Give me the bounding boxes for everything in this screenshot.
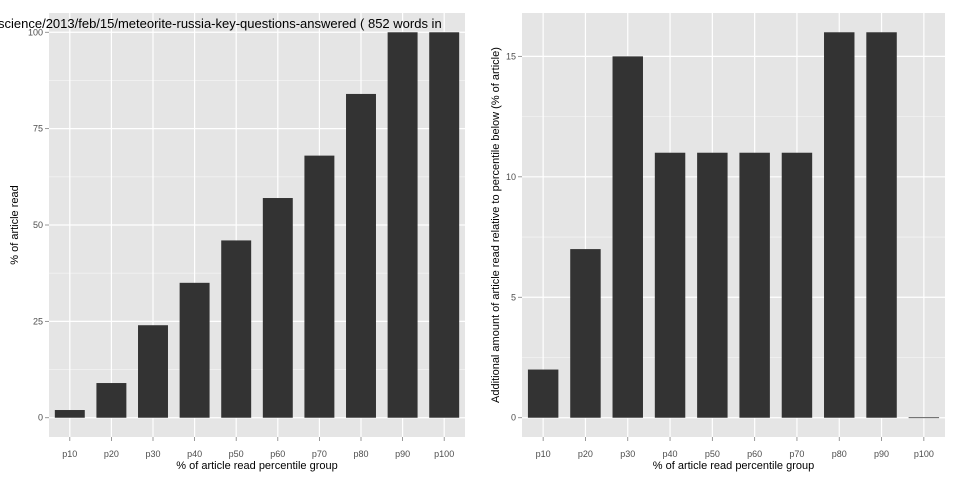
x-tick-labels: p10 p20 p30 p40 p50 p60 p70 p80 p90 p100 <box>62 437 454 459</box>
y-tick-labels: 0 5 10 15 <box>506 51 522 423</box>
bar-p60 <box>739 152 770 418</box>
x-tick-label: p10 <box>536 449 551 459</box>
bar-p70 <box>781 152 813 418</box>
x-tick-label: p80 <box>353 449 368 459</box>
y-tick-label: 10 <box>506 172 516 182</box>
x-tick-label: p100 <box>434 449 454 459</box>
x-tick-label: p30 <box>620 449 635 459</box>
x-tick-label: p90 <box>874 449 889 459</box>
bar-p30 <box>138 325 168 418</box>
bar-p20 <box>570 249 601 418</box>
bar-p30 <box>612 56 643 418</box>
bar-p50 <box>221 240 252 418</box>
y-tick-labels: 0 25 50 75 100 <box>28 27 49 423</box>
x-tick-label: p10 <box>62 449 77 459</box>
bar-p100 <box>908 417 940 419</box>
bar-p10 <box>527 369 559 418</box>
x-tick-label: p30 <box>145 449 160 459</box>
y-axis-title: Additional amount of article read relati… <box>490 47 502 403</box>
y-tick-label: 0 <box>38 413 43 423</box>
bar-p70 <box>304 155 335 418</box>
x-tick-label: p40 <box>187 449 202 459</box>
x-tick-label: p60 <box>747 449 762 459</box>
chart-title: science/2013/feb/15/meteorite-russia-key… <box>0 16 442 31</box>
bar-p80 <box>346 93 376 418</box>
additional-read-chart: 0 5 10 15 p10 p20 p30 p40 p50 p60 p70 p80 p90 p100 %… <box>490 13 945 472</box>
y-tick-label: 100 <box>28 27 43 37</box>
bar-p60 <box>262 198 293 418</box>
y-tick-label: 75 <box>33 124 43 134</box>
bar-p50 <box>697 152 728 418</box>
x-tick-label: p60 <box>270 449 285 459</box>
y-tick-label: 25 <box>33 316 43 326</box>
y-tick-label: 15 <box>506 51 516 61</box>
bar-p10 <box>54 410 85 418</box>
bar-p80 <box>824 32 855 418</box>
bars <box>54 32 460 418</box>
x-tick-label: p20 <box>578 449 593 459</box>
x-tick-label: p100 <box>914 449 934 459</box>
bar-p20 <box>96 383 127 418</box>
x-axis-title: % of article read percentile group <box>653 460 814 472</box>
y-tick-label: 5 <box>511 292 516 302</box>
bar-p40 <box>654 152 686 418</box>
x-tick-label: p50 <box>229 449 244 459</box>
y-axis-title: % of article read <box>9 185 21 264</box>
y-tick-label: 50 <box>33 220 43 230</box>
bar-p100 <box>429 32 460 418</box>
x-tick-label: p70 <box>789 449 804 459</box>
bars <box>527 32 940 419</box>
x-tick-label: p80 <box>832 449 847 459</box>
y-tick-label: 0 <box>511 413 516 423</box>
x-tick-label: p20 <box>104 449 119 459</box>
x-tick-label: p50 <box>705 449 720 459</box>
bar-p90 <box>866 32 897 418</box>
x-axis-title: % of article read percentile group <box>176 460 337 472</box>
x-tick-label: p90 <box>395 449 410 459</box>
x-tick-label: p40 <box>663 449 678 459</box>
x-tick-label: p70 <box>312 449 327 459</box>
bar-p40 <box>179 282 210 418</box>
x-tick-labels: p10 p20 p30 p40 p50 p60 p70 p80 p90 p100 <box>536 437 934 459</box>
bar-p90 <box>387 32 418 418</box>
